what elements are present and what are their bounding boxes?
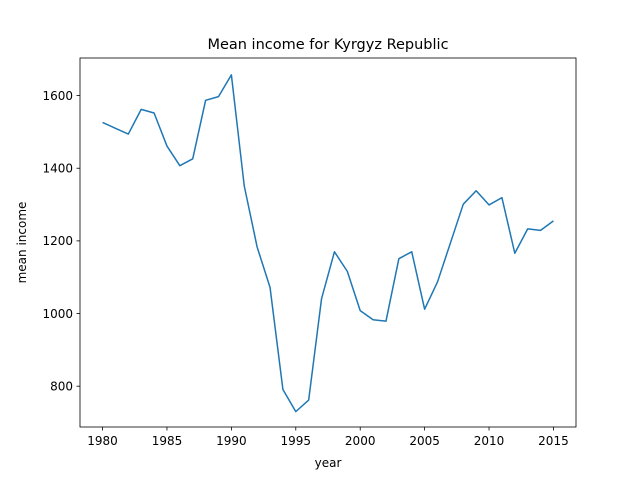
y-tick-label: 1200 xyxy=(42,234,73,248)
y-axis-label: mean income xyxy=(15,202,29,284)
data-point xyxy=(398,258,400,260)
x-axis-label: year xyxy=(315,456,342,470)
data-point xyxy=(501,197,503,199)
x-tick-label: 1985 xyxy=(152,434,183,448)
y-tick-label: 1400 xyxy=(42,162,73,176)
data-point xyxy=(166,145,168,147)
data-point xyxy=(128,133,130,135)
x-tick-label: 1980 xyxy=(87,434,118,448)
x-tick-label: 1990 xyxy=(216,434,247,448)
x-tick-label: 2010 xyxy=(474,434,505,448)
data-point xyxy=(179,165,181,167)
data-point xyxy=(437,281,439,283)
x-axis: 1980 1985 1990 1995 2000 2005 2010 2015 xyxy=(87,427,569,448)
data-point xyxy=(450,242,452,244)
data-point xyxy=(540,230,542,232)
data-point xyxy=(372,319,374,321)
data-point xyxy=(295,411,297,413)
data-point xyxy=(411,251,413,253)
data-point xyxy=(527,228,529,230)
data-point xyxy=(102,122,104,124)
data-point xyxy=(321,298,323,300)
chart-title: Mean income for Kyrgyz Republic xyxy=(207,37,448,53)
data-point xyxy=(359,310,361,312)
data-point xyxy=(308,399,310,401)
series-line xyxy=(102,74,554,413)
data-point xyxy=(218,96,220,98)
data-point xyxy=(424,308,426,310)
x-tick-label: 2005 xyxy=(409,434,440,448)
data-point xyxy=(192,158,194,160)
data-point xyxy=(140,109,142,111)
data-point xyxy=(514,252,516,254)
x-tick-label: 1995 xyxy=(281,434,312,448)
y-tick-label: 1000 xyxy=(42,307,73,321)
data-point xyxy=(256,246,258,248)
data-point xyxy=(115,127,117,129)
axes-frame xyxy=(79,57,577,428)
data-point xyxy=(153,112,155,114)
data-point xyxy=(488,204,490,206)
x-tick-label: 2000 xyxy=(345,434,376,448)
data-point xyxy=(282,389,284,391)
data-point xyxy=(269,287,271,289)
data-point xyxy=(385,320,387,322)
y-tick-label: 1600 xyxy=(42,89,73,103)
data-point xyxy=(243,185,245,187)
y-axis: 800 1000 1200 1400 1600 xyxy=(42,89,80,394)
data-point xyxy=(462,203,464,205)
data-point xyxy=(553,220,555,222)
data-point xyxy=(347,271,349,273)
data-point xyxy=(205,99,207,101)
data-point xyxy=(475,190,477,192)
y-tick-label: 800 xyxy=(50,380,73,394)
x-tick-label: 2015 xyxy=(538,434,569,448)
data-point xyxy=(334,251,336,253)
data-point xyxy=(231,74,233,76)
plot-layer xyxy=(102,74,555,413)
